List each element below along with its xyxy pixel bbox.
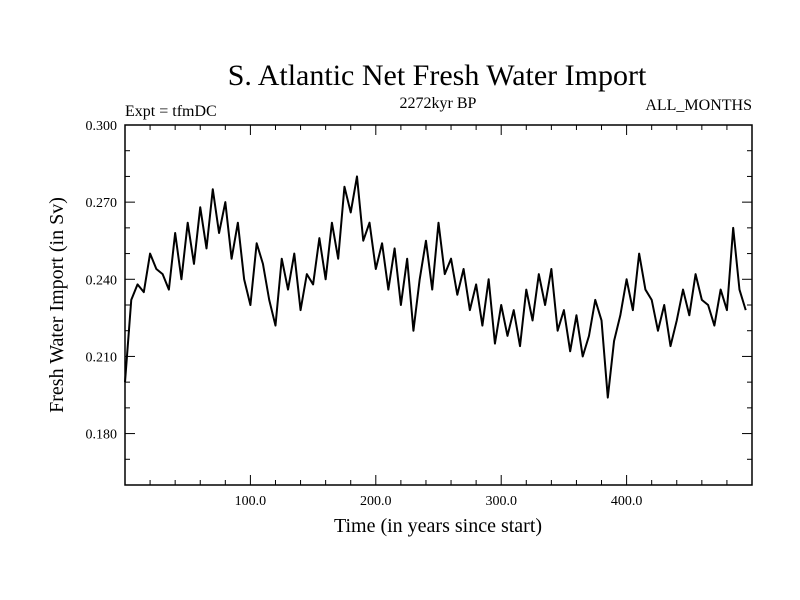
subtitle-left: Expt = tfmDC	[125, 103, 217, 120]
y-tick-label: 0.240	[86, 273, 118, 288]
subtitle-right: ALL_MONTHS	[645, 97, 752, 114]
x-tick-label: 200.0	[360, 494, 392, 509]
y-tick-label: 0.180	[86, 428, 118, 443]
x-axis	[149, 125, 728, 485]
chart-title: S. Atlantic Net Fresh Water Import	[228, 59, 647, 92]
y-tick-labels: 0.180 0.210 0.240 0.270 0.300	[86, 119, 118, 443]
y-tick-label: 0.270	[86, 196, 118, 211]
x-axis-label: Time (in years since start)	[334, 515, 542, 537]
x-tick-label: 300.0	[485, 494, 517, 509]
x-tick-label: 400.0	[611, 494, 643, 509]
x-tick-label: 100.0	[235, 494, 267, 509]
y-axis-label: Fresh Water Import (in Sv)	[46, 197, 68, 413]
x-tick-labels: 100.0 200.0 300.0 400.0	[235, 494, 643, 509]
y-tick-label: 0.300	[86, 119, 118, 134]
plot-frame	[124, 124, 753, 486]
y-tick-label: 0.210	[86, 350, 118, 365]
series-line	[124, 175, 747, 399]
y-axis	[125, 150, 752, 460]
subtitle-center: 2272kyr BP	[400, 95, 477, 112]
